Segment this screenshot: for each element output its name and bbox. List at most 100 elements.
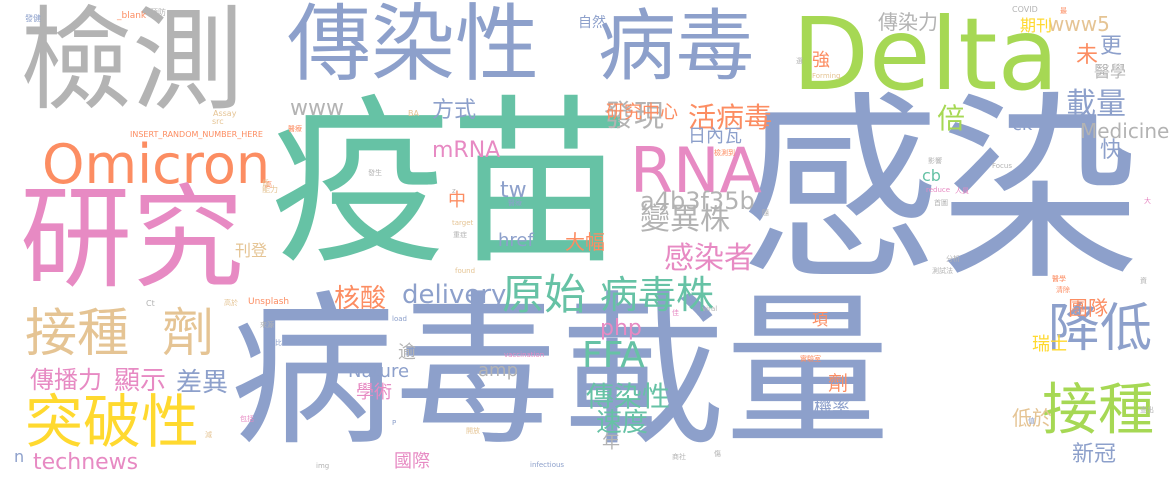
- word: delivery: [402, 280, 507, 310]
- word: 速度: [596, 408, 649, 438]
- word: reduce: [926, 186, 951, 194]
- word: 新冠: [1072, 442, 1117, 467]
- word: 研究中心: [606, 102, 678, 123]
- word: 接種: [1042, 378, 1154, 443]
- word: a: [1072, 300, 1082, 319]
- word: 檢測到: [714, 149, 735, 157]
- word: 年: [602, 432, 620, 453]
- word: Focus: [992, 162, 1012, 170]
- word: load: [392, 315, 407, 323]
- word: technews: [33, 450, 139, 475]
- word: FFA: [582, 335, 645, 376]
- word: 降低: [1048, 299, 1153, 359]
- word: 疫苗: [270, 80, 631, 289]
- word: 快: [1100, 138, 1123, 163]
- word: 查出: [1140, 406, 1154, 414]
- word: 大: [1144, 197, 1151, 205]
- word: 研究: [20, 174, 244, 304]
- word: 刊登: [235, 241, 268, 260]
- word: 瑞士: [1032, 334, 1068, 355]
- word: 測試法: [932, 267, 953, 275]
- word: 更: [1100, 34, 1123, 59]
- word: 劑: [162, 304, 215, 364]
- word: 實驗室: [800, 355, 821, 363]
- word: 醫學: [1094, 62, 1127, 81]
- word: Nature: [348, 361, 410, 382]
- word: 高於: [224, 299, 238, 307]
- word: 值: [1028, 417, 1035, 425]
- word: 國際: [394, 451, 430, 472]
- word: 載量: [1066, 87, 1126, 122]
- word: a4b3f35b: [640, 187, 755, 215]
- word: ck: [1012, 114, 1033, 135]
- word: 低: [262, 179, 269, 187]
- word: Omicron: [42, 133, 271, 196]
- word: 開放: [466, 427, 480, 435]
- word: 變異株: [640, 202, 730, 237]
- word: 包括: [240, 415, 254, 423]
- word: tw: [500, 178, 527, 203]
- word: 預防: [150, 8, 166, 17]
- word: 發生: [368, 169, 382, 177]
- word: 傷: [714, 450, 721, 458]
- word: 首圖: [934, 199, 948, 207]
- word: www5: [1048, 12, 1110, 36]
- word: 核酸: [334, 284, 387, 314]
- word: 發現: [604, 99, 664, 134]
- word: 清除: [1056, 286, 1070, 294]
- word: 學術: [356, 382, 392, 403]
- word: vaccination: [504, 351, 545, 359]
- word: href: [498, 230, 534, 251]
- word: 人員: [955, 187, 969, 195]
- word: 分析: [946, 255, 960, 263]
- word: 項: [812, 310, 829, 329]
- word: 接種: [25, 304, 130, 364]
- word: n: [14, 447, 25, 466]
- word: COVID: [1012, 5, 1038, 14]
- word: 醫學: [1052, 275, 1066, 283]
- word: _blank: [117, 11, 147, 21]
- word: 能力: [262, 185, 278, 194]
- word: 減: [205, 431, 212, 439]
- word: 機率: [814, 398, 850, 419]
- word: Assay: [213, 109, 237, 118]
- word: viral: [702, 305, 718, 313]
- word: 病毒載量: [230, 276, 890, 468]
- word: 原始: [502, 270, 587, 319]
- word: Forming: [812, 72, 841, 80]
- word: 影響: [928, 157, 942, 165]
- word: 突破性: [25, 388, 200, 456]
- word: 來源: [260, 321, 274, 329]
- word: 低於: [1012, 406, 1052, 430]
- word: found: [455, 267, 476, 275]
- word: 醫療: [508, 199, 522, 207]
- word: 傳染力: [878, 10, 938, 34]
- word: 倍: [937, 102, 966, 135]
- word: 劑: [828, 371, 848, 395]
- word: infectious: [530, 461, 565, 469]
- word: Medicine: [1080, 119, 1170, 143]
- word: Unsplash: [248, 297, 290, 307]
- word: 活病毒: [688, 101, 773, 134]
- word: 中: [448, 190, 466, 211]
- word: target: [452, 219, 474, 227]
- word: 高: [265, 181, 272, 189]
- word: cb: [922, 166, 941, 185]
- word: 顯示: [114, 366, 167, 396]
- word: P: [392, 419, 397, 427]
- word: src: [212, 117, 224, 126]
- word: amp: [478, 360, 518, 381]
- word: 佳: [672, 309, 679, 317]
- word: 大幅: [565, 230, 605, 254]
- word: 期刊: [1020, 16, 1053, 35]
- word: 感染者: [664, 241, 754, 276]
- word: Ct: [146, 299, 155, 308]
- word: 資: [1140, 277, 1147, 285]
- word: img: [316, 462, 330, 470]
- word: 商社: [672, 453, 686, 461]
- word: 發健: [25, 14, 41, 23]
- word: 自然: [578, 15, 606, 31]
- word: BA: [408, 109, 419, 118]
- word: 差異: [176, 368, 229, 398]
